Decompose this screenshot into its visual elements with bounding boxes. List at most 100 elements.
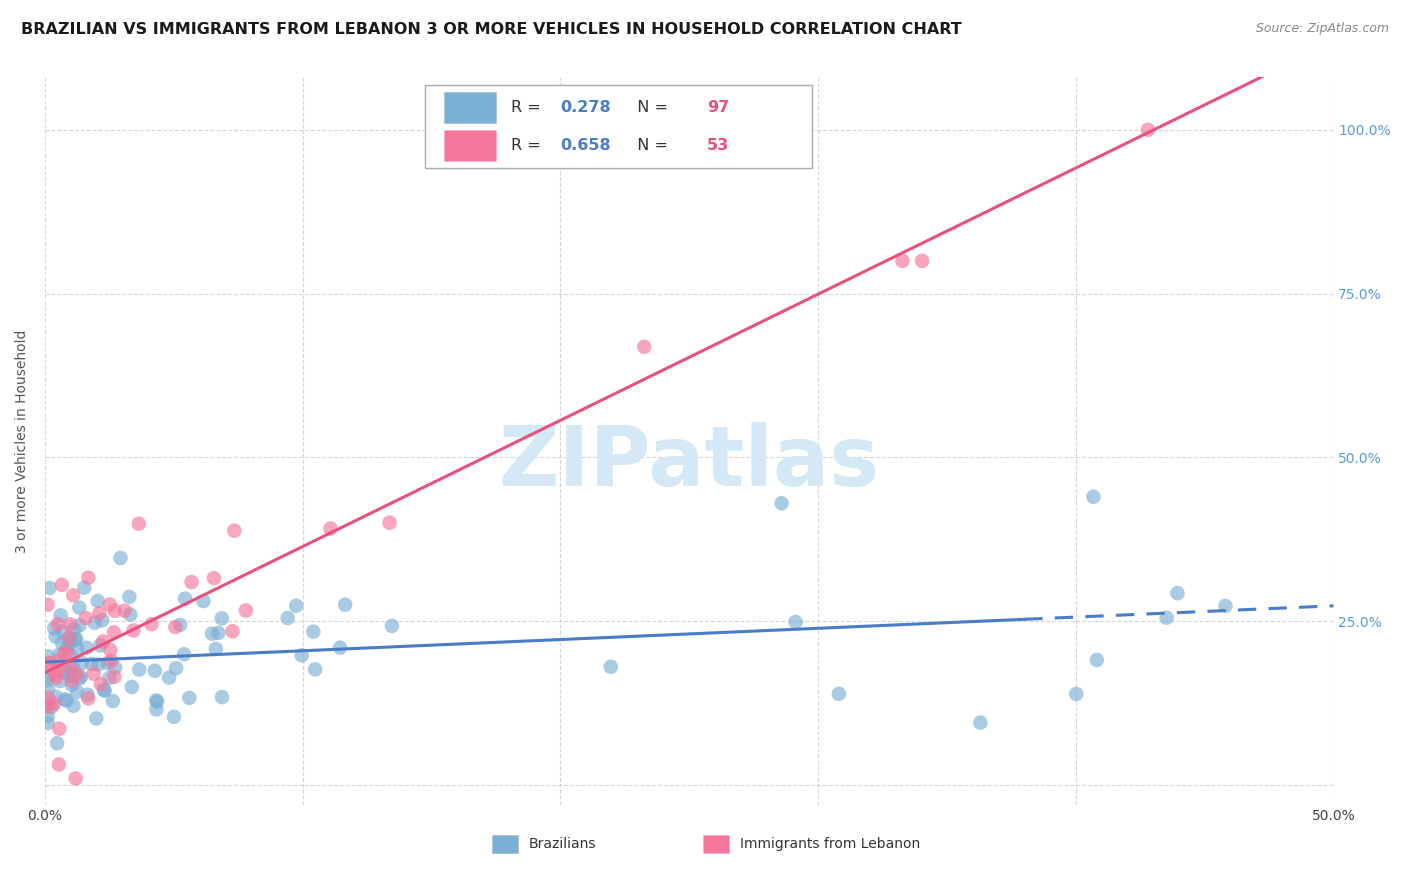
Point xyxy=(38,657,60,671)
Point xyxy=(77,571,100,585)
Point xyxy=(48,648,70,662)
Point xyxy=(911,253,934,268)
Point xyxy=(304,662,326,676)
Point xyxy=(211,690,233,704)
Point xyxy=(201,626,224,640)
Point xyxy=(63,632,86,647)
Point xyxy=(121,680,143,694)
Point xyxy=(62,698,84,713)
Point xyxy=(381,619,404,633)
Point xyxy=(211,611,233,625)
Point xyxy=(59,636,82,650)
Point xyxy=(53,692,76,706)
Point xyxy=(48,757,70,772)
Point xyxy=(1156,610,1178,624)
Point xyxy=(118,590,141,604)
Point xyxy=(114,604,136,618)
Point xyxy=(83,615,105,630)
Point xyxy=(59,648,82,663)
Point xyxy=(143,664,166,678)
Point xyxy=(319,522,342,536)
Point xyxy=(38,668,60,682)
Point xyxy=(193,594,215,608)
Point xyxy=(65,772,87,786)
Point xyxy=(49,608,72,623)
Point xyxy=(38,656,60,670)
FancyBboxPatch shape xyxy=(425,85,811,169)
Point xyxy=(110,550,132,565)
Text: Brazilians: Brazilians xyxy=(529,837,596,851)
Point xyxy=(1064,687,1087,701)
Point xyxy=(60,678,83,692)
Point xyxy=(329,640,352,655)
Point xyxy=(1085,653,1108,667)
Point xyxy=(89,639,111,653)
Point xyxy=(87,657,110,672)
Point xyxy=(157,671,180,685)
Point xyxy=(37,649,59,664)
Point xyxy=(103,670,125,684)
Point xyxy=(378,516,401,530)
Point xyxy=(128,663,150,677)
Point xyxy=(335,598,357,612)
Y-axis label: 3 or more Vehicles in Household: 3 or more Vehicles in Household xyxy=(15,329,30,553)
Point xyxy=(277,611,299,625)
Point xyxy=(891,253,914,268)
Point xyxy=(49,674,72,689)
Point xyxy=(67,600,90,615)
Point xyxy=(67,618,90,632)
Point xyxy=(44,667,66,681)
Point xyxy=(180,575,202,590)
Point xyxy=(302,624,325,639)
Text: N =: N = xyxy=(627,100,673,115)
Point xyxy=(91,613,114,627)
Point xyxy=(77,691,100,706)
Point xyxy=(101,694,124,708)
Point xyxy=(48,722,70,736)
Text: 53: 53 xyxy=(707,138,730,153)
Point xyxy=(76,640,98,655)
Text: R =: R = xyxy=(512,100,547,115)
Point xyxy=(76,688,98,702)
Point xyxy=(165,661,187,675)
Point xyxy=(90,677,112,691)
Text: Source: ZipAtlas.com: Source: ZipAtlas.com xyxy=(1256,22,1389,36)
Point xyxy=(128,516,150,531)
Point xyxy=(45,671,67,685)
Point xyxy=(98,671,121,685)
Point xyxy=(66,667,89,681)
Point xyxy=(828,687,851,701)
Point xyxy=(163,710,186,724)
Point xyxy=(599,660,621,674)
Point xyxy=(1136,123,1159,137)
Point xyxy=(146,695,169,709)
Point xyxy=(285,599,308,613)
Point xyxy=(45,630,67,644)
Point xyxy=(55,693,77,707)
Point xyxy=(44,697,66,711)
Point xyxy=(235,603,257,617)
Point xyxy=(145,693,167,707)
Point xyxy=(221,624,243,639)
Point xyxy=(100,654,122,668)
Point xyxy=(59,617,82,632)
Point xyxy=(83,666,105,681)
Point xyxy=(66,641,89,656)
Point xyxy=(69,672,91,686)
Point xyxy=(291,648,314,663)
Text: Immigrants from Lebanon: Immigrants from Lebanon xyxy=(740,837,920,851)
Point xyxy=(104,660,127,674)
Point xyxy=(93,683,115,698)
Point xyxy=(169,618,191,632)
Point xyxy=(59,661,82,675)
Point xyxy=(1083,490,1105,504)
Point xyxy=(122,624,145,638)
Text: ZIPatlas: ZIPatlas xyxy=(499,422,880,503)
Point xyxy=(66,685,89,699)
Point xyxy=(58,631,80,645)
Point xyxy=(56,645,79,659)
Point xyxy=(55,666,77,681)
Point xyxy=(179,690,201,705)
Point xyxy=(1215,599,1237,613)
Point xyxy=(205,641,228,656)
